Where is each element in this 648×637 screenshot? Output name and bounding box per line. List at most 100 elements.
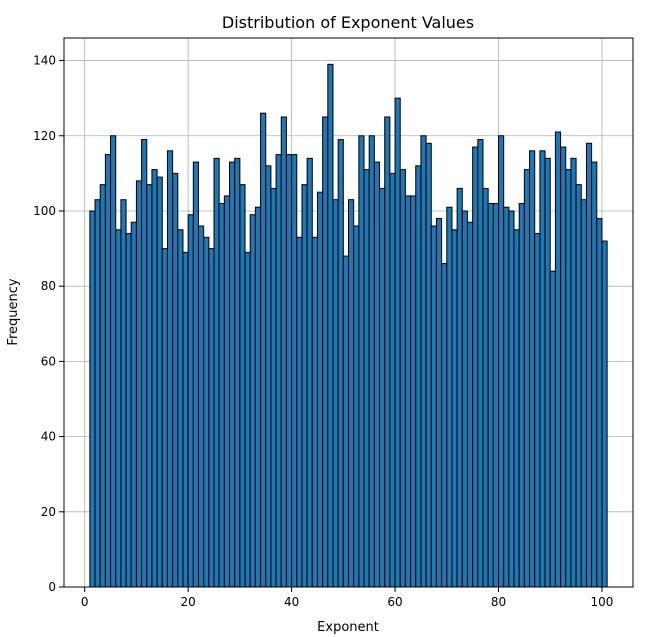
histogram-bar bbox=[410, 195, 417, 588]
histogram-bar bbox=[415, 165, 422, 588]
histogram-bar bbox=[420, 135, 427, 588]
histogram-bar bbox=[358, 135, 365, 588]
histogram-bar bbox=[353, 225, 360, 588]
histogram-bar bbox=[492, 202, 500, 588]
histogram-bar bbox=[146, 184, 153, 588]
histogram-bar bbox=[260, 112, 267, 588]
histogram-bar bbox=[177, 229, 184, 588]
chart-title: Distribution of Exponent Values bbox=[222, 13, 474, 32]
histogram-bar bbox=[466, 221, 474, 588]
histogram-bar bbox=[89, 210, 96, 588]
histogram-bar bbox=[580, 199, 587, 588]
histogram-bar bbox=[575, 184, 582, 588]
histogram-bar bbox=[151, 169, 158, 588]
histogram-bar bbox=[342, 255, 349, 588]
histogram-bar bbox=[161, 248, 168, 588]
histogram-bar bbox=[120, 199, 127, 588]
x-tick-label: 60 bbox=[387, 595, 402, 609]
histogram-bar bbox=[99, 184, 106, 588]
histogram-bar bbox=[451, 229, 458, 588]
histogram-bar bbox=[399, 169, 406, 588]
histogram-bar bbox=[373, 161, 381, 588]
histogram-bar bbox=[585, 142, 593, 588]
histogram-bar bbox=[570, 157, 577, 588]
histogram-bar bbox=[591, 161, 598, 588]
histogram-bar bbox=[301, 184, 308, 588]
histogram-bar bbox=[518, 202, 525, 588]
histogram-bar bbox=[135, 180, 143, 588]
histogram-bar bbox=[482, 187, 489, 588]
histogram-bar bbox=[172, 172, 179, 588]
y-tick-label: 20 bbox=[41, 505, 56, 519]
histogram-bar bbox=[239, 184, 246, 588]
histogram-bar bbox=[311, 236, 318, 588]
histogram-bar bbox=[435, 217, 443, 588]
histogram-bar bbox=[513, 229, 520, 588]
x-tick-label: 0 bbox=[81, 595, 89, 609]
histogram-bar bbox=[446, 206, 453, 588]
histogram-bar bbox=[523, 169, 531, 588]
histogram-bar bbox=[477, 139, 484, 588]
histogram-bar bbox=[291, 154, 298, 588]
histogram-bar bbox=[156, 176, 163, 588]
histogram-bar bbox=[110, 135, 117, 588]
histogram-bar bbox=[296, 236, 303, 588]
histogram-bar bbox=[503, 206, 510, 588]
histogram-bar bbox=[223, 195, 231, 588]
histogram-bar bbox=[141, 139, 148, 588]
histogram-bar bbox=[379, 187, 386, 588]
histogram-bar bbox=[249, 214, 256, 588]
histogram-bar bbox=[332, 199, 339, 588]
x-tick-label: 100 bbox=[591, 595, 614, 609]
histogram-bar bbox=[565, 169, 572, 588]
plot-frame bbox=[63, 37, 634, 588]
histogram-bar bbox=[384, 116, 391, 588]
x-tick-label: 20 bbox=[181, 595, 196, 609]
histogram-bar bbox=[456, 187, 463, 588]
histogram-bar bbox=[539, 150, 546, 588]
histogram-bar bbox=[327, 63, 334, 588]
histogram-bar bbox=[285, 154, 293, 588]
histogram-bar bbox=[368, 135, 375, 588]
histogram-bar bbox=[182, 251, 189, 588]
histogram-bar bbox=[94, 199, 101, 588]
histogram-bar bbox=[270, 187, 277, 588]
histogram-bar bbox=[425, 142, 432, 588]
histogram-bar bbox=[363, 169, 370, 588]
x-tick-label: 80 bbox=[491, 595, 506, 609]
y-tick-label: 60 bbox=[41, 354, 56, 368]
histogram-bar bbox=[203, 236, 210, 588]
histogram-bar bbox=[208, 248, 215, 588]
y-tick-label: 140 bbox=[33, 54, 56, 68]
histogram-bar bbox=[234, 157, 241, 588]
y-tick-label: 120 bbox=[33, 129, 56, 143]
histogram-bar bbox=[389, 172, 396, 588]
histogram-bar bbox=[544, 157, 551, 588]
histogram-bar bbox=[596, 217, 603, 588]
histogram-bar bbox=[529, 150, 536, 588]
histogram-bar bbox=[404, 195, 412, 588]
y-tick-label: 0 bbox=[48, 580, 56, 594]
histogram-bar bbox=[498, 135, 505, 588]
histogram-bar bbox=[508, 210, 515, 588]
histogram-bars bbox=[89, 63, 608, 588]
histogram-bar bbox=[254, 206, 262, 588]
histogram-bar bbox=[472, 146, 479, 588]
x-tick-label: 40 bbox=[284, 595, 299, 609]
histogram-bar bbox=[166, 150, 174, 588]
histogram-bar bbox=[265, 165, 272, 588]
histogram-bar bbox=[104, 154, 112, 588]
histogram-bar bbox=[394, 97, 401, 588]
histogram-bar bbox=[430, 225, 437, 588]
y-tick-label: 100 bbox=[33, 204, 56, 218]
histogram-bar bbox=[213, 157, 220, 588]
histogram-bar bbox=[316, 191, 324, 588]
histogram-bar bbox=[115, 229, 122, 588]
histogram-bar bbox=[337, 139, 344, 588]
histogram-bar bbox=[125, 233, 132, 588]
histogram-bar bbox=[229, 161, 236, 588]
histogram-bar bbox=[560, 146, 567, 588]
histogram-bar bbox=[130, 221, 137, 588]
histogram-bar bbox=[275, 154, 282, 588]
